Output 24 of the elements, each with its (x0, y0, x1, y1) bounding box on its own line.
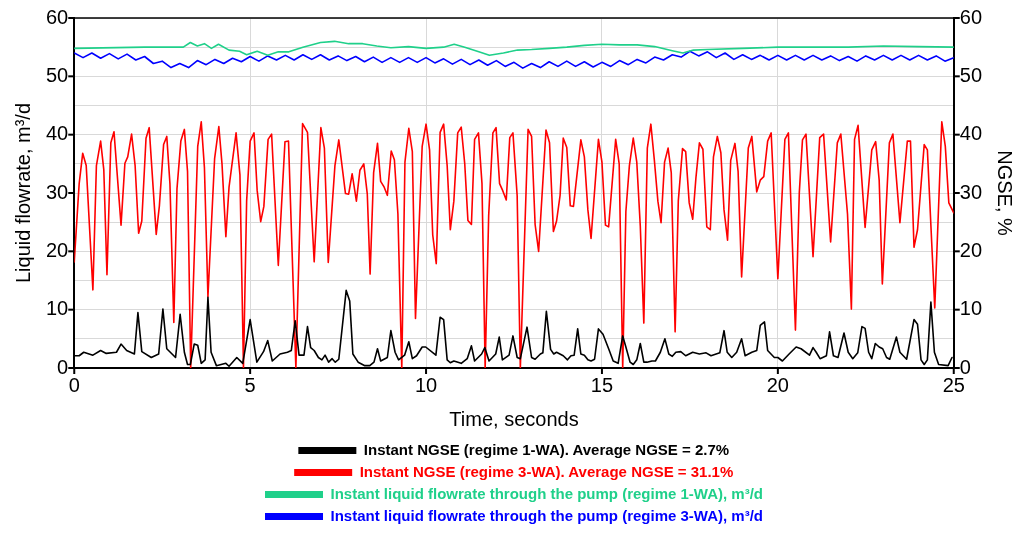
x-axis-title: Time, seconds (449, 407, 579, 430)
x-tick-label: 20 (766, 373, 789, 396)
x-tick-label: 15 (590, 373, 614, 396)
y2-tick-label: 50 (959, 63, 982, 86)
legend-label: Instant liquid flowrate through the pump (regime 3-WA), m³/d (330, 506, 764, 524)
x-tick-label: 10 (414, 373, 438, 396)
legend-label: Instant liquid flowrate through the pump (regime 1-WA), m³/d (330, 484, 764, 502)
y2-tick-label: 60 (959, 5, 982, 28)
y2-tick-label: 10 (959, 297, 982, 320)
y-tick-label: 30 (46, 180, 69, 203)
legend-label: Instant NGSE (regime 3-WA). Average NGSE = 31.1% (359, 462, 734, 480)
y2-axis-title: NGSE, % (994, 150, 1017, 236)
y-tick-label: 20 (46, 238, 69, 261)
y2-tick-label: 30 (959, 180, 982, 203)
y-tick-label: 50 (46, 63, 69, 86)
legend-label: Instant NGSE (regime 1-WA). Average NGSE = 2.7% (363, 440, 730, 458)
y-tick-label: 10 (46, 297, 69, 320)
x-tick-label: 5 (244, 373, 256, 396)
y-tick-label: 40 (46, 122, 69, 145)
y-tick-label: 60 (46, 5, 69, 28)
y-axis-title: Liquid flowrate, m³/d (11, 102, 34, 284)
y2-tick-label: 40 (959, 122, 982, 145)
y2-tick-label: 20 (959, 238, 982, 261)
y-tick-label: 0 (57, 355, 69, 378)
